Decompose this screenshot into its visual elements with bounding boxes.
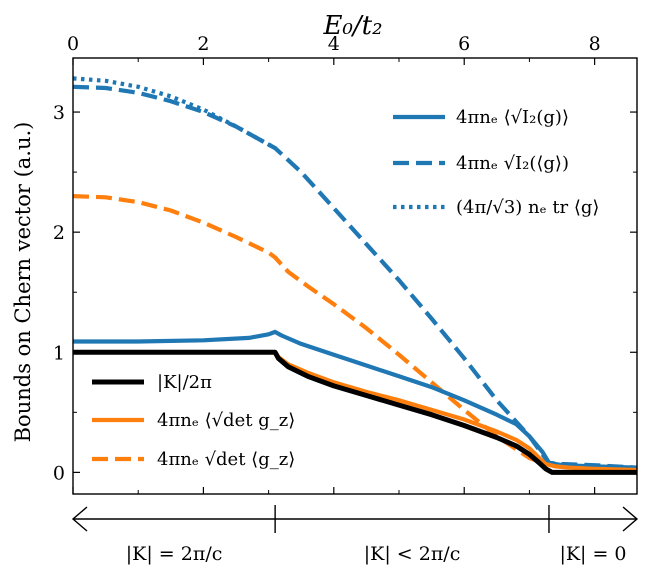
y-axis-title: Bounds on Chern vector (a.u.)	[11, 122, 35, 443]
regime-arrow-right	[622, 506, 639, 532]
regime-label: |K| = 2π/c	[126, 543, 223, 565]
series-group	[73, 76, 637, 475]
legend-label-black-solid: |K|/2π	[157, 372, 212, 393]
series-line-blue-dotted	[73, 76, 277, 150]
legend-label-blue-solid: 4πnₑ ⟨√I₂(g)⟩	[456, 107, 569, 128]
y-tick-label: 2	[53, 222, 65, 244]
x-axis-title: E₀/t₂	[322, 11, 382, 41]
regime-label: |K| < 2π/c	[364, 543, 461, 565]
regime-label: |K| = 0	[559, 543, 626, 565]
x-tick-label: 2	[197, 33, 209, 55]
series-line-orange-solid	[273, 351, 637, 473]
series-line-black-solid	[73, 349, 637, 475]
legend-label-blue-dotted: (4π/√3) nₑ tr ⟨g⟩	[456, 197, 599, 218]
y-tick-label: 3	[53, 102, 65, 124]
regime-bar: |K| = 2π/c |K| < 2π/c |K| = 0	[71, 505, 639, 565]
y-tick-label: 0	[53, 462, 65, 484]
y-tick-label: 1	[53, 342, 65, 364]
x-tick-label: 0	[67, 33, 79, 55]
plot-area: 0 2 4 6 8 0 1 2 3	[53, 33, 638, 495]
series-line-blue-solid	[73, 329, 637, 470]
legend-label-blue-dashed: 4πnₑ √I₂(⟨g⟩)	[456, 153, 569, 174]
regime-arrow-left	[71, 506, 88, 532]
legend-label-orange-dashed: 4πnₑ √det ⟨g_z⟩	[157, 449, 295, 470]
x-tick-label: 8	[589, 33, 601, 55]
plot-frame	[72, 57, 638, 495]
x-tick-label: 6	[458, 33, 470, 55]
legend-label-orange-solid: 4πnₑ ⟨√det g_z⟩	[157, 410, 295, 431]
legend: 4πnₑ ⟨√I₂(g)⟩ 4πnₑ √I₂(⟨g⟩) (4π/√3) nₑ tr …	[92, 107, 599, 470]
x-tick-label: 4	[328, 33, 340, 55]
